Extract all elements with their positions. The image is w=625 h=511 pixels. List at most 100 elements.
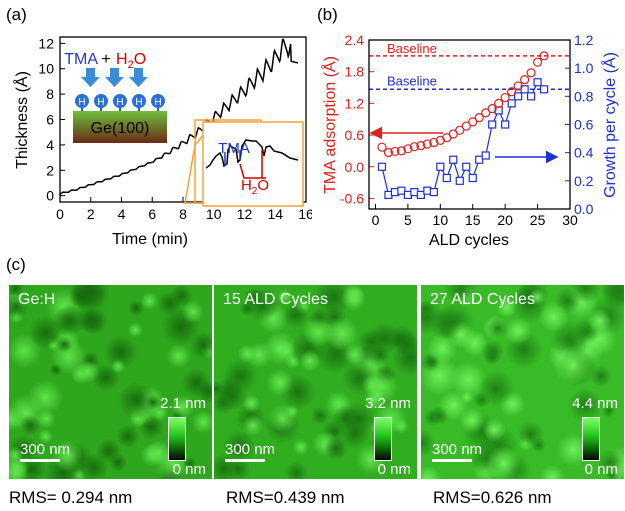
tma-y-label: TMA adsorption (Å) [320, 56, 339, 194]
right-y-tick-label: 0.2 [574, 173, 594, 189]
gpc-baseline-label: Baseline [387, 73, 437, 88]
thickness-chart-ticks: 0 2 4 6 8 10 12 14 16 0 2 4 6 8 10 12 [38, 35, 312, 222]
tma-point [461, 121, 471, 131]
gpc-point [429, 188, 438, 197]
tma-point [468, 117, 478, 127]
gpc-point [526, 92, 536, 101]
y-tick-label: 2 [46, 162, 54, 178]
y-tick-label: 0 [46, 188, 54, 204]
gpc-point [475, 155, 484, 164]
h-atom-label: H [154, 97, 161, 108]
gpc-point [514, 92, 523, 101]
y-tick-label: 6 [46, 112, 54, 128]
scale-bar [225, 459, 265, 462]
ald-chart-series [377, 51, 549, 200]
right-y-tick-label: 0.4 [574, 145, 594, 161]
gpc-point [455, 176, 464, 185]
h-atom-label: H [78, 97, 85, 108]
x-tick-label: 14 [267, 206, 283, 222]
right-y-tick-label: 0.8 [574, 88, 594, 104]
x-tick-label: 12 [237, 206, 253, 222]
x-tick-label: 10 [206, 206, 222, 222]
y-tick-label: 4 [46, 137, 54, 153]
thickness-x-label: Time (min) [112, 231, 188, 248]
thickness-chart-frame [59, 36, 307, 203]
x-tick-label: 5 [404, 212, 412, 228]
rms-label: RMS=0.626 nm [433, 488, 552, 507]
tma-point [507, 87, 517, 97]
left-y-tick-label: 0.6 [345, 127, 365, 143]
color-scale-bar [168, 417, 186, 461]
ald-chart-frame [368, 39, 571, 210]
panel-letter-a: (a) [6, 5, 27, 24]
scale-bar [432, 459, 472, 462]
afm-image: 27 ALD Cycles 300 nm 4.4 nm 0 nm [421, 285, 624, 479]
x-tick-label: 16 [298, 206, 312, 222]
tma-point [532, 57, 543, 67]
left-y-tick-label: 1.8 [345, 64, 365, 80]
right-y-tick-label: 1.2 [574, 32, 594, 48]
gpc-point [436, 162, 445, 171]
panel-letter-b: (b) [317, 5, 338, 24]
h-atom-label: H [97, 97, 104, 108]
inset-ge-substrate [73, 111, 167, 143]
ald-chart-baselines: Baseline Baseline [369, 41, 570, 91]
x-tick-label: 8 [179, 206, 187, 222]
h-atom [94, 94, 108, 108]
x-tick-label: 0 [56, 206, 64, 222]
color-scale-min: 0 nm [377, 461, 411, 478]
gpc-point [462, 162, 471, 171]
gpc-point [533, 78, 542, 87]
scale-bar-label: 300 nm [225, 441, 276, 458]
zoom-tma-label: TMA [218, 140, 250, 157]
y-tick-label: 10 [38, 61, 54, 77]
right-y-tick-label: 1.0 [574, 60, 594, 76]
color-scale-max: 3.2 nm [365, 395, 411, 412]
afm-image: Ge:H 300 nm 2.1 nm 0 nm [9, 285, 212, 479]
x-tick-label: 4 [118, 206, 126, 222]
tma-point [494, 98, 504, 108]
tma-point [383, 147, 394, 158]
gpc-point [539, 85, 549, 94]
zoom-h2o-label: H2O [241, 177, 269, 197]
thickness-chart: 0 2 4 6 8 10 12 14 16 0 2 4 6 8 10 12 Time (min) Thickn… [12, 35, 312, 248]
tma-point [409, 142, 419, 152]
h-atom-label: H [135, 97, 142, 108]
h-atom [132, 94, 146, 108]
tma-h2o-schematic: TMA + H2O H H H H H Ge(100) [64, 51, 167, 143]
h-atom [75, 94, 89, 108]
y-tick-label: 12 [38, 35, 54, 51]
tma-point [403, 144, 413, 154]
afm-image-label: 27 ALD Cycles [430, 291, 535, 308]
ald-x-label: ALD cycles [429, 232, 509, 249]
thickness-y-label: Thickness (Å) [12, 71, 31, 169]
left-y-tick-label: -0.6 [340, 190, 364, 206]
thickness-chart-series [59, 38, 299, 195]
zoom-h2o-leader [239, 163, 266, 179]
color-scale-bar [374, 417, 392, 461]
color-scale-max: 4.4 nm [572, 395, 618, 412]
scale-bar-label: 300 nm [432, 441, 483, 458]
afm-image-label: Ge:H [18, 291, 56, 308]
ald-cycles-chart: 0 5 10 15 20 25 30 -0.6 0.0 0.6 1.2 1.8 2.4 0.0 0.2 0.4… [320, 32, 619, 249]
color-scale-min: 0 nm [172, 461, 206, 478]
tma-point [513, 81, 523, 91]
left-y-tick-label: 1.2 [345, 95, 365, 111]
color-scale-max: 2.1 nm [160, 395, 206, 412]
tma-point [487, 104, 497, 114]
scale-bar [20, 459, 60, 462]
gpc-point [488, 120, 497, 129]
gpc-point [501, 120, 510, 129]
tma-point [500, 92, 510, 103]
x-tick-label: 15 [465, 212, 481, 228]
x-tick-label: 6 [148, 206, 156, 222]
h-atom [113, 94, 127, 108]
gpc-point [449, 155, 458, 164]
x-tick-label: 30 [562, 212, 578, 228]
left-y-tick-label: 0.0 [345, 159, 365, 175]
h-atom [151, 94, 165, 108]
rms-label: RMS= 0.294 nm [9, 488, 133, 507]
h-atom-label: H [116, 97, 123, 108]
